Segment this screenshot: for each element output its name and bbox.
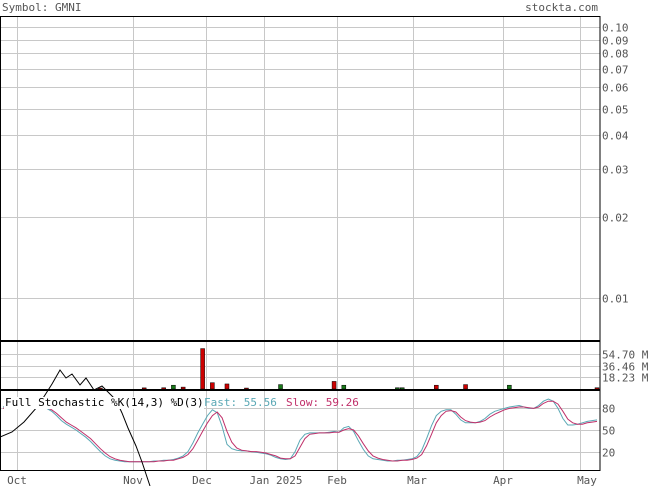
x-tick-label: Mar [407,474,427,486]
symbol-label: Symbol: GMNI [2,1,81,14]
volume-bar [200,348,205,390]
stoch-slow-line [2,400,598,463]
stoch-title-bg [4,397,204,409]
x-axis: Oct Nov Dec Jan 2025 Feb Mar Apr May [7,474,597,486]
volume-panel: 54.70 M36.46 M18.23 M [0,341,649,390]
x-tick-label: Jan 2025 [250,474,303,486]
volume-bar [278,384,283,390]
x-tick-label: May [577,474,597,486]
volume-bar [341,384,347,390]
stoch-slow-label: Slow: 59.26 [286,396,359,409]
stochastic-panel: 80 50 20 [0,369,615,486]
stoch-tick-label: 20 [602,447,615,460]
x-tick-label: Nov [123,474,143,486]
price-tick-label: 0.08 [602,48,629,61]
volume-tick-label: 18.23 M [602,372,649,385]
stoch-frame [0,390,601,471]
volume-bar [141,387,147,390]
x-tick-label: Feb [327,474,347,486]
price-tick-label: 0.01 [602,293,629,306]
volume-bar [161,387,166,390]
volume-bar [98,387,103,390]
price-tick-label: 0.07 [602,64,629,77]
volume-frame [0,341,601,390]
volume-bar [180,386,186,390]
volume-bar [210,382,215,390]
volume-bar [399,387,405,390]
price-tick-label: 0.10 [602,22,629,35]
volume-bar [434,384,439,390]
volume-bar [244,387,249,390]
volume-bar [331,381,337,390]
price-frame [0,16,601,341]
price-tick-label: 0.09 [602,35,629,48]
stoch-fast-line [2,398,598,463]
x-tick-label: Apr [493,474,513,486]
price-tick-label: 0.06 [602,82,629,95]
price-tick-label: 0.05 [602,104,629,117]
volume-bar [171,384,176,390]
x-tick-label: Dec [192,474,212,486]
volume-bar [507,384,512,390]
price-tick-label: 0.04 [602,130,629,143]
price-panel: 0.100.090.08 0.07 0.06 0.05 0.04 0.03 0.02 0.01 [0,16,629,341]
price-tick-label: 0.02 [602,212,629,225]
price-tick-label: 0.03 [602,164,629,177]
stoch-title: Full Stochastic %K(14,3) %D(3) [5,396,204,409]
volume-bar [224,383,230,390]
stoch-tick-label: 50 [602,425,615,438]
volume-tick-label: 54.70 M [602,349,649,362]
x-tick-label: Oct [7,474,27,486]
volume-bar [594,387,600,390]
stoch-tick-label: 80 [602,403,615,416]
volume-bar [395,387,400,390]
volume-bar [463,384,468,390]
volume-tick-label: 36.46 M [602,361,649,374]
stoch-fast-label: Fast: 55.56 [204,396,277,409]
site-label: stockta.com [525,1,598,14]
price-line [0,369,151,486]
